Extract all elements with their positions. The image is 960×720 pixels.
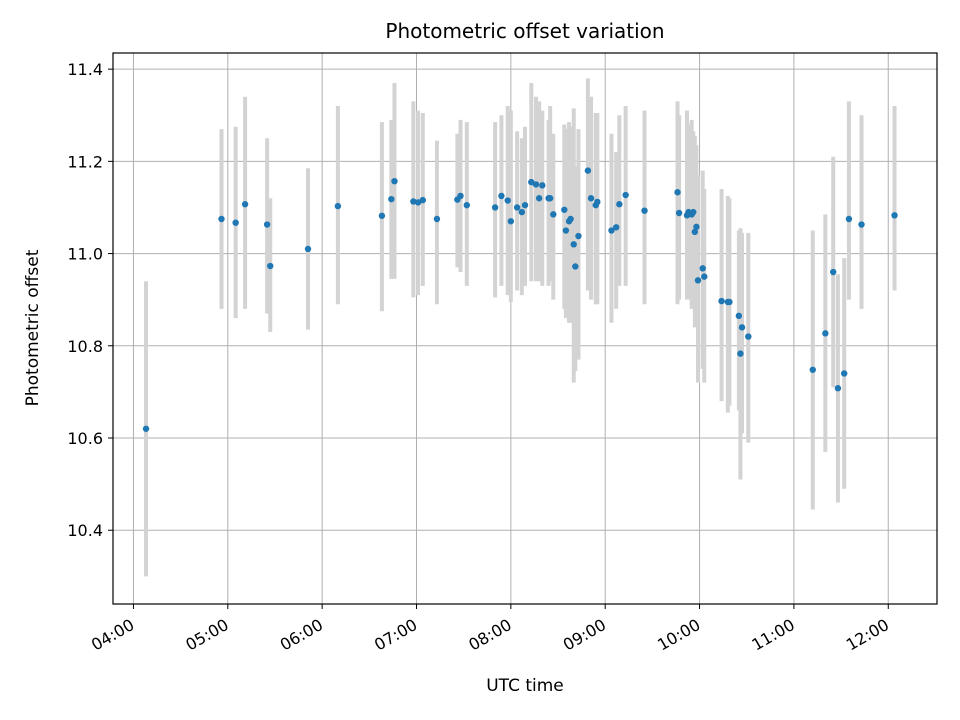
data-point — [674, 189, 681, 196]
data-point — [891, 212, 898, 219]
data-point — [738, 324, 746, 331]
data-point — [267, 262, 274, 270]
data-point — [419, 196, 426, 204]
data-point — [304, 245, 312, 253]
data-point — [232, 219, 239, 226]
data-point — [507, 218, 515, 225]
data-point — [858, 221, 865, 228]
data-point — [546, 195, 554, 202]
data-point — [532, 181, 540, 188]
data-point — [504, 197, 511, 204]
data-point — [701, 273, 708, 280]
data-point — [608, 227, 615, 234]
y-tick-label: 10.6 — [67, 429, 103, 448]
y-tick-label: 11.2 — [67, 152, 103, 171]
data-point — [518, 208, 526, 216]
y-tick-label: 10.4 — [67, 521, 103, 540]
data-points — [142, 167, 898, 432]
data-point — [263, 221, 271, 228]
data-point — [562, 227, 570, 234]
data-point — [584, 167, 592, 174]
data-point — [641, 207, 648, 214]
chart-title: Photometric offset variation — [385, 19, 664, 43]
data-point — [521, 201, 529, 209]
data-point — [841, 370, 848, 377]
data-point — [834, 385, 842, 392]
data-point — [691, 228, 699, 236]
data-point — [550, 211, 557, 218]
y-axis: 10.4 10.6 10.8 11.0 11.2 11.4 — [67, 60, 113, 540]
data-point — [378, 212, 386, 219]
plot-frame — [112, 52, 938, 605]
data-point — [388, 195, 395, 203]
y-tick-label: 11.4 — [67, 60, 103, 79]
data-point — [745, 333, 752, 340]
data-point — [613, 224, 620, 231]
data-point — [241, 201, 249, 208]
data-point — [675, 209, 683, 217]
data-point — [694, 277, 702, 284]
data-point — [539, 182, 546, 189]
data-point — [737, 350, 744, 357]
data-point — [218, 215, 225, 223]
data-point — [391, 177, 398, 185]
data-point — [142, 425, 150, 432]
data-point — [498, 192, 505, 200]
y-tick-label: 10.8 — [67, 337, 103, 356]
data-point — [513, 204, 521, 211]
data-point — [699, 265, 706, 272]
data-point — [561, 206, 568, 213]
y-tick-label: 11.0 — [67, 245, 103, 264]
data-point — [735, 312, 743, 320]
data-point — [575, 232, 582, 240]
data-point — [693, 223, 700, 231]
data-point — [622, 191, 629, 199]
x-axis-label: UTC time — [486, 676, 564, 696]
data-point — [463, 201, 471, 209]
data-point — [491, 204, 499, 211]
y-axis-label: Photometric offset — [23, 249, 43, 406]
data-point — [726, 298, 733, 306]
data-point — [809, 366, 816, 373]
data-point — [845, 215, 853, 223]
data-point — [433, 215, 441, 223]
data-point — [572, 263, 579, 270]
data-point — [535, 195, 543, 202]
data-point — [457, 192, 464, 200]
data-point — [334, 202, 342, 210]
data-point — [587, 195, 595, 202]
data-point — [570, 241, 577, 248]
data-point — [594, 198, 601, 206]
data-point — [690, 208, 697, 216]
data-point — [616, 201, 623, 208]
data-point — [718, 297, 725, 305]
data-point — [822, 330, 829, 337]
data-point — [567, 215, 574, 223]
data-point — [830, 268, 837, 276]
